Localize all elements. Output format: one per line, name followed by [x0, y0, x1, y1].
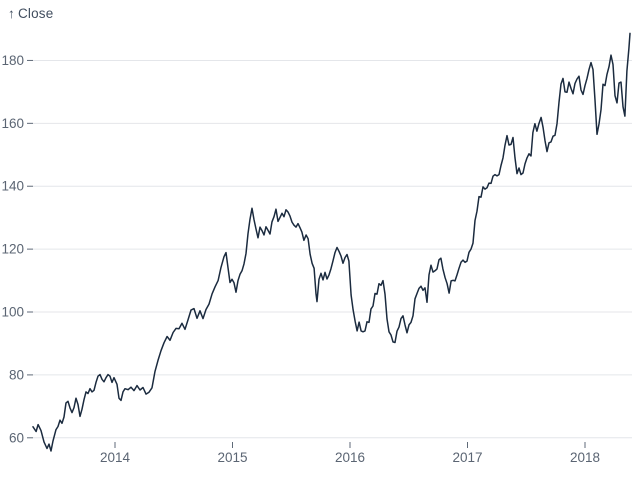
y-tick-label: 180: [1, 53, 24, 68]
price-line-series: [32, 32, 631, 452]
x-tick-label: 2018: [570, 450, 600, 465]
y-tick-label: 80: [9, 367, 24, 382]
y-tick-label: 140: [1, 179, 24, 194]
y-axis-title: ↑ Close: [8, 6, 53, 21]
x-tick-label: 2017: [452, 450, 482, 465]
y-tick-label: 100: [1, 305, 24, 320]
y-tick-label: 120: [1, 242, 24, 257]
y-tick-label: 60: [9, 430, 24, 445]
y-axis-title-text: Close: [17, 6, 54, 21]
x-tick-label: 2015: [217, 450, 247, 465]
up-arrow-icon: ↑: [8, 6, 15, 21]
y-tick-label: 160: [1, 116, 24, 131]
x-tick-label: 2016: [335, 450, 365, 465]
x-tick-label: 2014: [100, 450, 131, 465]
